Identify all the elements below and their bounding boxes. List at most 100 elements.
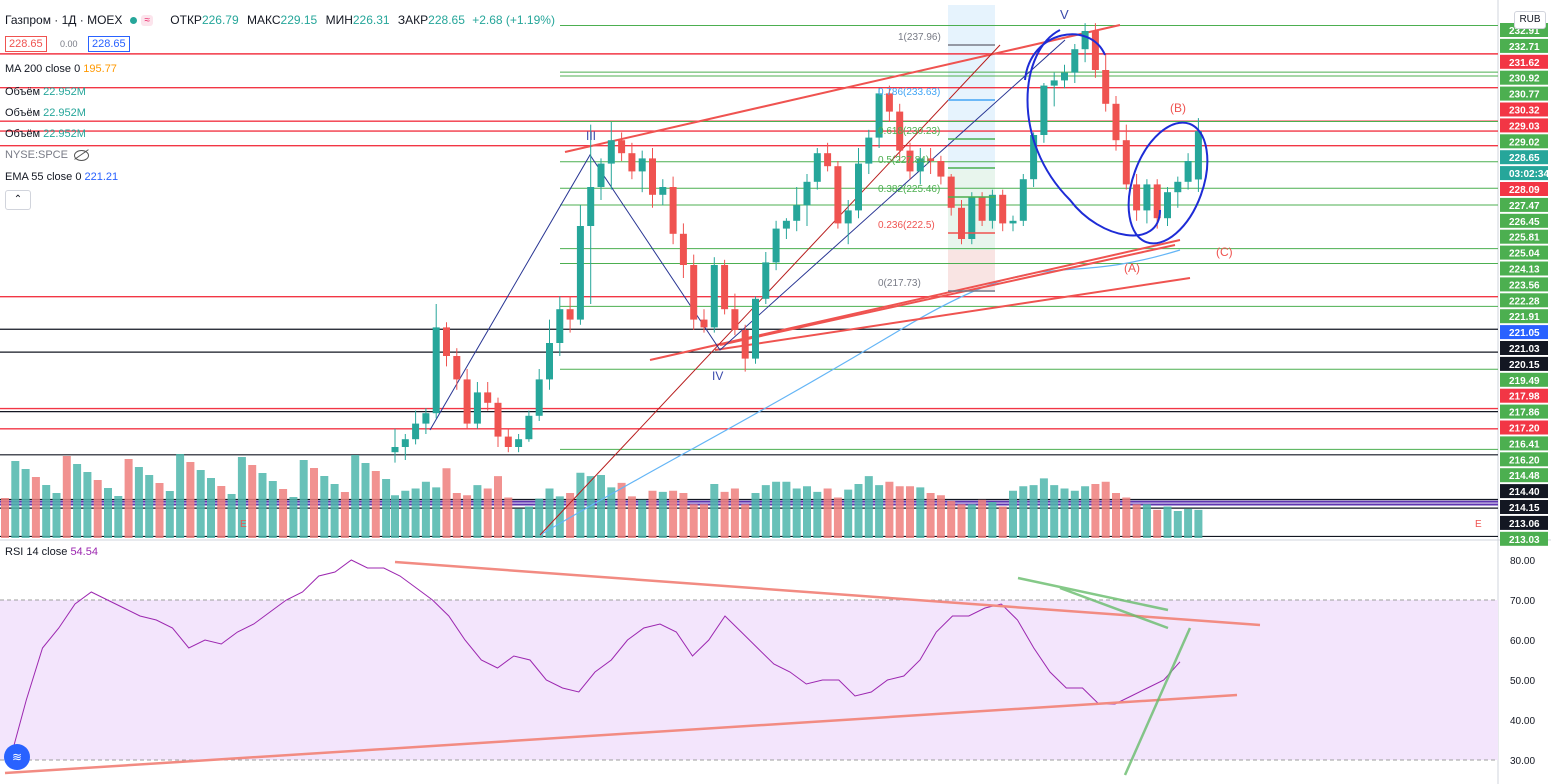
volume-bar	[340, 492, 349, 538]
volume-bar	[998, 506, 1007, 538]
price-axis-tag	[1500, 102, 1548, 117]
candle-body	[1009, 220, 1017, 224]
price-axis-tag	[1500, 197, 1548, 212]
price-axis-tag	[1500, 515, 1548, 530]
volume-legend-3[interactable]: Объём 22.952M	[5, 128, 86, 140]
candle-body	[721, 265, 729, 310]
volume-bar	[689, 504, 698, 538]
bid-price-box[interactable]: 228.65	[5, 36, 47, 52]
compare-wave-icon[interactable]: ≈	[141, 15, 153, 27]
ma200-legend[interactable]: MA 200 close 0 195.77	[5, 63, 117, 75]
candle-body	[576, 226, 584, 320]
volume-bar	[514, 508, 523, 538]
volume-bar	[1019, 486, 1028, 538]
rsi-value: 54.54	[70, 546, 98, 558]
low-value: 226.31	[352, 13, 390, 27]
candle-body	[927, 158, 935, 161]
price-axis-tag	[1500, 261, 1548, 276]
fib-trend-line	[539, 44, 1001, 536]
price-axis-tag	[1500, 54, 1548, 69]
candle-body	[556, 309, 564, 343]
price-axis-label: 220.15	[1509, 360, 1540, 371]
volume-bar	[1122, 497, 1131, 538]
collapse-legend-button[interactable]: ⌃	[5, 190, 31, 210]
volume-bar	[761, 485, 770, 538]
rsi-trend-line	[1123, 627, 1192, 776]
volume-bar	[258, 473, 267, 538]
price-axis-tag	[1500, 293, 1548, 308]
price-axis-label: 217.20	[1509, 424, 1540, 435]
price-axis-label: 227.47	[1509, 201, 1540, 212]
currency-button[interactable]: RUB	[1514, 11, 1546, 29]
price-axis-label: 231.62	[1509, 58, 1540, 69]
candle-body	[988, 194, 996, 221]
volume-bar	[597, 475, 605, 538]
volume-bar	[782, 481, 791, 538]
candle-body	[546, 343, 553, 380]
volume-bar	[854, 484, 863, 538]
tradingview-logo-icon[interactable]: ≋	[4, 744, 30, 770]
price-axis-label: 230.92	[1509, 74, 1540, 85]
price-axis-tag	[1500, 182, 1548, 196]
fib-label: 0.382(225.46)	[878, 184, 940, 195]
volume-bar	[186, 462, 195, 538]
volume-bar	[104, 488, 112, 538]
candle-body	[1153, 184, 1161, 219]
volume-bar	[351, 455, 360, 538]
symbol-title[interactable]: Газпром · 1Д · MOEX	[5, 13, 123, 27]
hidden-eye-icon[interactable]	[73, 149, 89, 161]
volume-bar	[679, 493, 688, 538]
volume-bar	[895, 486, 904, 538]
volume-bar	[473, 485, 482, 538]
volume-bar	[483, 488, 492, 538]
volume-bar	[227, 494, 236, 538]
fib-label: 0.618(230.23)	[878, 126, 940, 137]
rsi-legend[interactable]: RSI 14 close 54.54	[5, 546, 98, 558]
volume-bar	[1194, 509, 1203, 538]
price-axis-tag	[1500, 372, 1548, 387]
high-label: МАКС	[247, 13, 281, 27]
wave-label: (B)	[1170, 101, 1186, 115]
candle-body	[566, 309, 574, 320]
ask-price-box[interactable]: 228.65	[88, 36, 130, 52]
volume-legend-2[interactable]: Объём 22.952M	[5, 107, 86, 119]
price-axis-label: 224.13	[1509, 265, 1540, 276]
volume-bar	[1153, 509, 1162, 538]
candle-body	[453, 356, 461, 380]
volume-legend-1[interactable]: Объём 22.952M	[5, 86, 86, 98]
price-axis-label: 216.41	[1509, 439, 1540, 450]
volume-bar	[833, 497, 842, 538]
ema55-legend[interactable]: EMA 55 close 0 221.21	[5, 171, 118, 183]
candle-body	[443, 327, 450, 356]
volume-bar	[452, 493, 461, 538]
compare-legend[interactable]: NYSE:SPCE	[5, 149, 89, 161]
volume-bar	[1101, 481, 1110, 538]
candle-body	[865, 137, 873, 164]
volume-bar	[124, 459, 133, 538]
volume-bar	[279, 489, 288, 538]
volume-bar	[936, 495, 945, 538]
volume-bar	[1029, 485, 1038, 538]
candle-body	[432, 327, 440, 414]
candle-body	[494, 402, 502, 437]
rsi-tick-label: 80.00	[1510, 556, 1535, 567]
volume-bar	[1070, 490, 1079, 538]
price-axis-label: 222.28	[1509, 296, 1540, 307]
candle-body	[968, 197, 976, 239]
candle-body	[1184, 161, 1192, 182]
candle-body	[885, 93, 893, 112]
rsi-tick-label: 70.00	[1510, 596, 1535, 607]
volume-bar	[885, 481, 894, 538]
volume-bar	[803, 486, 811, 538]
candle-body	[607, 140, 615, 164]
volume-bar	[947, 500, 956, 538]
candle-body	[412, 423, 420, 440]
price-axis-tag	[1500, 388, 1548, 403]
volume-bar	[320, 476, 329, 538]
volume-bar	[1, 498, 9, 538]
candle-body	[906, 150, 914, 172]
price-axis-tag	[1500, 229, 1548, 244]
candle-body	[947, 176, 955, 208]
volume-bar	[1142, 504, 1151, 538]
